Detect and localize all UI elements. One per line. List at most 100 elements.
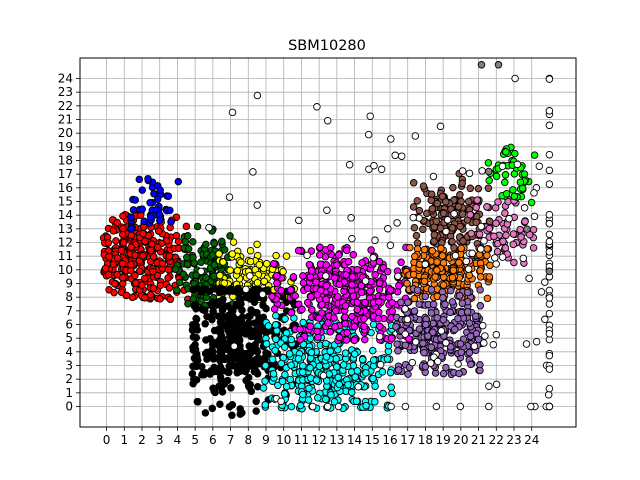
data-point bbox=[410, 223, 419, 232]
data-point bbox=[485, 167, 493, 176]
data-point bbox=[228, 250, 237, 258]
y-tick-label: 24 bbox=[58, 72, 73, 86]
data-point bbox=[476, 266, 484, 275]
data-point bbox=[476, 302, 485, 310]
x-tick-label: 22 bbox=[489, 433, 504, 447]
data-point bbox=[252, 407, 260, 415]
data-point bbox=[349, 292, 358, 300]
data-point bbox=[456, 402, 465, 411]
data-point bbox=[545, 309, 554, 318]
x-tick-label: 2 bbox=[138, 433, 146, 447]
x-tick-label: 13 bbox=[329, 433, 344, 447]
points-layer bbox=[99, 61, 554, 420]
data-point bbox=[334, 292, 342, 301]
y-tick-label: 22 bbox=[58, 99, 73, 113]
data-point bbox=[466, 210, 474, 219]
data-point bbox=[428, 247, 437, 255]
data-point bbox=[545, 230, 554, 239]
data-point bbox=[219, 258, 227, 266]
data-point bbox=[464, 265, 473, 273]
data-point bbox=[393, 340, 401, 348]
data-point bbox=[217, 302, 226, 310]
data-point bbox=[273, 272, 281, 280]
data-point bbox=[492, 330, 501, 339]
data-point bbox=[217, 333, 225, 342]
data-point bbox=[439, 209, 448, 218]
data-point bbox=[516, 225, 524, 234]
data-point bbox=[463, 308, 472, 316]
data-point bbox=[166, 206, 174, 215]
data-point bbox=[430, 231, 439, 239]
data-point bbox=[312, 376, 321, 384]
data-point bbox=[530, 151, 539, 159]
data-point bbox=[415, 206, 424, 215]
data-point bbox=[119, 224, 127, 233]
data-point bbox=[345, 160, 354, 169]
data-point bbox=[436, 122, 445, 131]
data-point bbox=[375, 279, 384, 287]
data-point bbox=[467, 229, 476, 238]
data-point bbox=[339, 361, 348, 369]
data-point bbox=[335, 333, 344, 342]
data-point bbox=[190, 354, 199, 362]
data-point bbox=[228, 401, 237, 409]
data-point bbox=[433, 258, 441, 266]
data-point bbox=[323, 206, 331, 214]
data-point bbox=[468, 249, 476, 258]
data-point bbox=[437, 244, 445, 253]
data-point bbox=[383, 267, 392, 276]
data-point bbox=[427, 309, 436, 317]
data-point bbox=[420, 277, 429, 286]
data-point bbox=[446, 286, 455, 295]
data-point bbox=[483, 294, 492, 303]
data-point bbox=[203, 312, 211, 321]
data-point bbox=[179, 270, 188, 279]
y-tick-label: 20 bbox=[58, 126, 73, 140]
data-point bbox=[362, 369, 370, 377]
data-point bbox=[105, 253, 113, 261]
data-point bbox=[429, 172, 438, 181]
data-point bbox=[483, 251, 491, 260]
y-tick-label: 18 bbox=[58, 154, 73, 168]
data-point bbox=[369, 374, 377, 383]
x-tick-label: 7 bbox=[227, 433, 235, 447]
data-point bbox=[403, 279, 411, 288]
data-point bbox=[191, 345, 200, 354]
data-point bbox=[483, 245, 491, 253]
data-point bbox=[511, 74, 519, 83]
data-point bbox=[149, 253, 158, 261]
data-point bbox=[335, 251, 343, 259]
data-point bbox=[270, 260, 278, 268]
data-point bbox=[296, 401, 305, 410]
x-tick-label: 10 bbox=[276, 433, 291, 447]
data-point bbox=[476, 286, 484, 294]
data-point bbox=[238, 409, 246, 417]
data-point bbox=[401, 402, 410, 411]
data-point bbox=[439, 369, 448, 378]
data-point bbox=[193, 397, 202, 406]
data-point bbox=[386, 368, 395, 377]
data-point bbox=[190, 259, 198, 267]
data-point bbox=[485, 224, 494, 233]
data-point bbox=[132, 279, 140, 287]
data-point bbox=[184, 299, 192, 308]
data-point bbox=[306, 273, 315, 281]
data-point bbox=[287, 335, 296, 344]
data-point bbox=[303, 298, 312, 307]
data-point bbox=[307, 247, 316, 255]
data-point bbox=[201, 409, 210, 417]
data-point bbox=[286, 286, 295, 294]
data-point bbox=[358, 355, 367, 364]
data-point bbox=[211, 388, 219, 397]
data-point bbox=[228, 108, 237, 117]
data-point bbox=[360, 322, 368, 331]
data-point bbox=[446, 343, 455, 351]
data-point bbox=[245, 352, 253, 361]
data-point bbox=[296, 325, 304, 333]
data-point bbox=[433, 199, 442, 208]
data-point bbox=[429, 328, 437, 337]
data-point bbox=[331, 323, 339, 331]
y-tick-label: 11 bbox=[58, 249, 73, 263]
x-tick-label: 11 bbox=[294, 433, 309, 447]
data-point bbox=[261, 361, 270, 370]
